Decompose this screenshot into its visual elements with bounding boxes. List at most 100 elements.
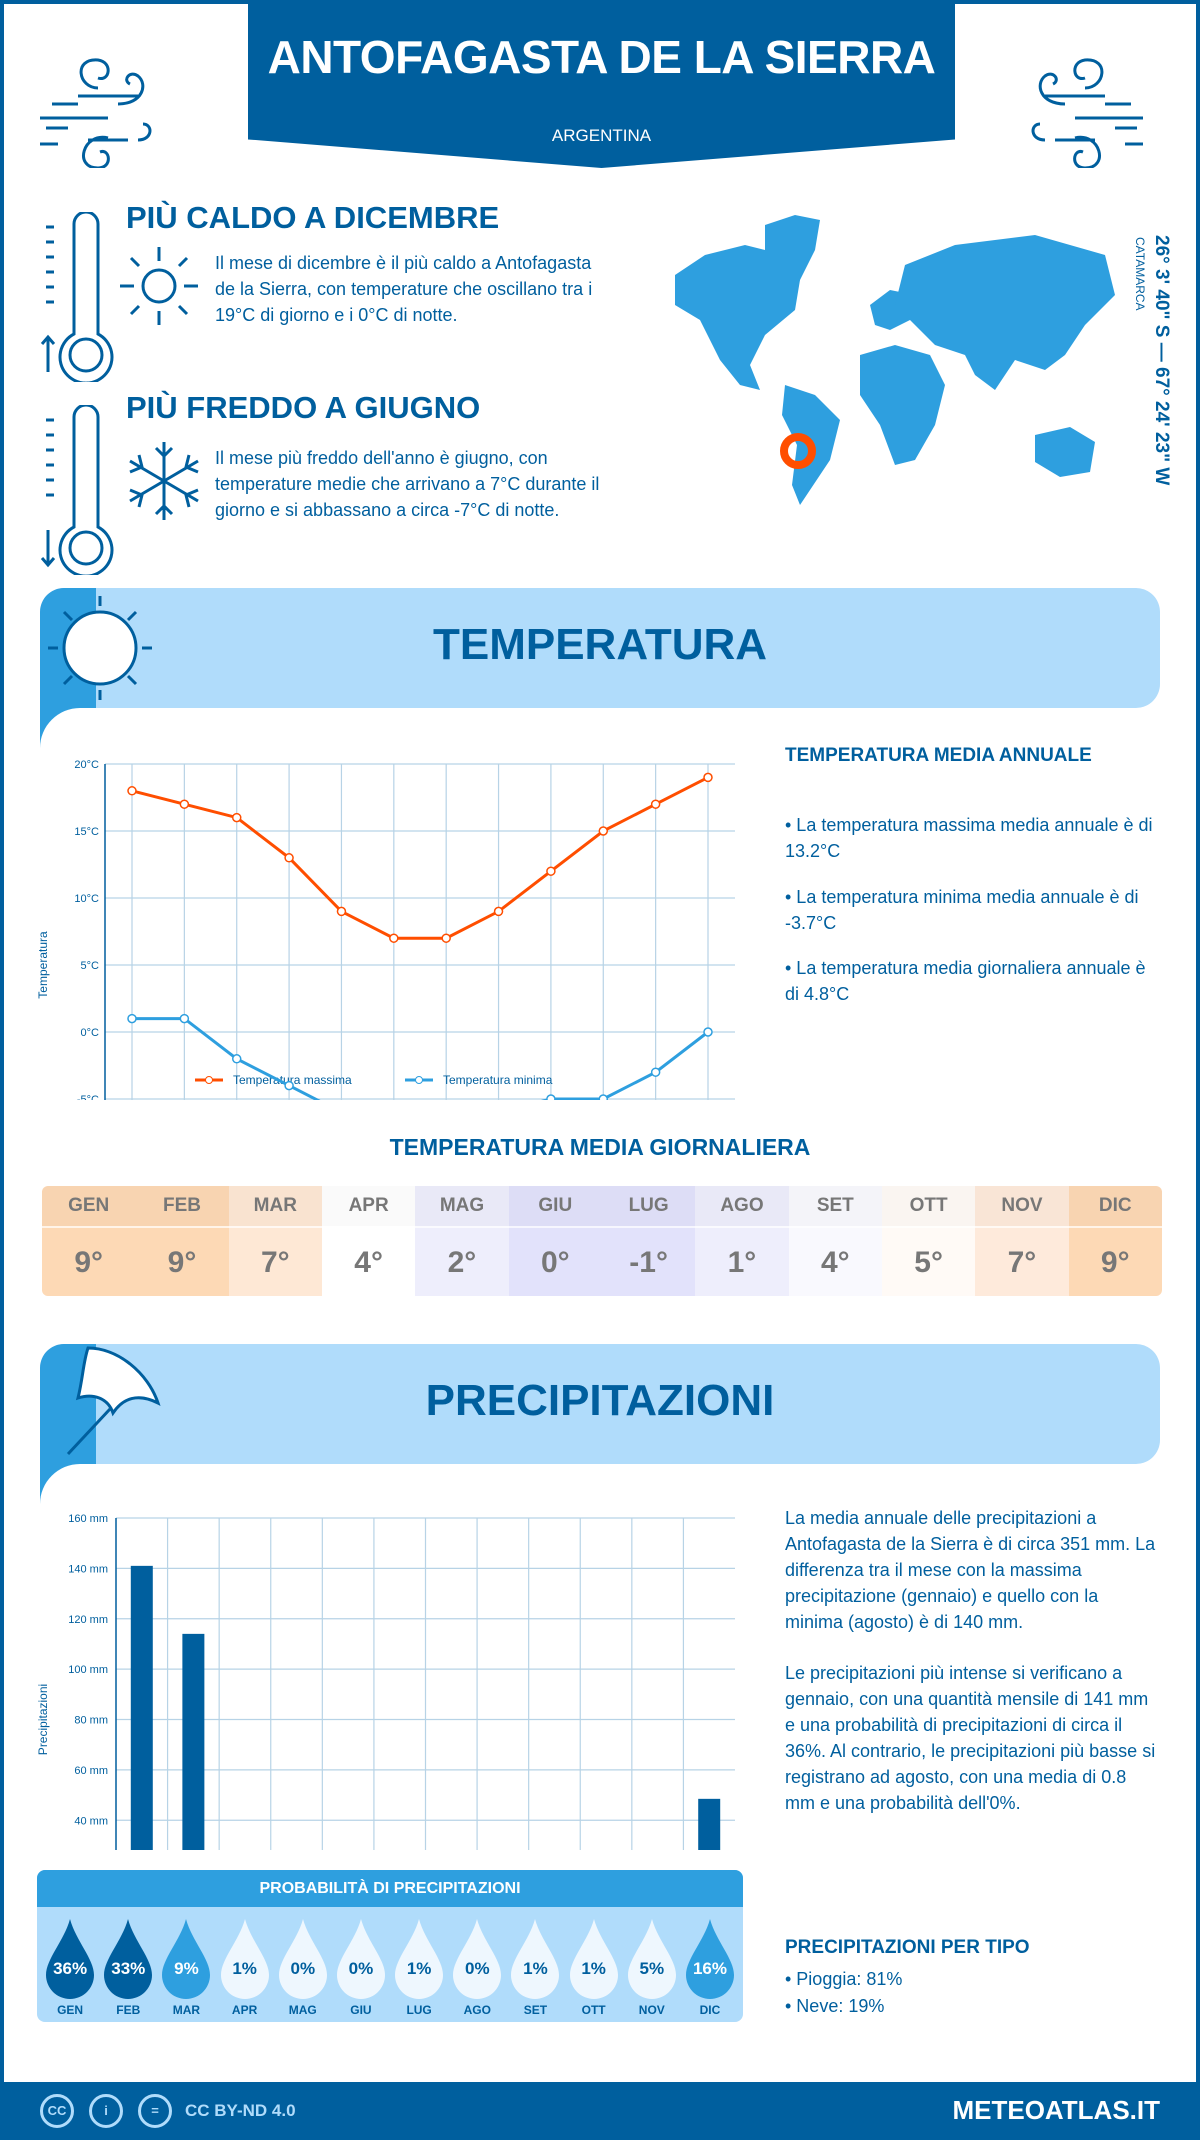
precip-probability-item: 1% LUG [390,1907,448,2017]
y-tick-label: 15°C [74,826,99,838]
probability-value: 16% [692,1959,727,1978]
daily-temp-cell: OTT 5° [881,1186,976,1296]
temp-value: 2° [415,1226,509,1296]
data-point [650,1067,661,1077]
bar [182,1633,205,1850]
month-label: GIU [350,2003,372,2017]
precip-probability-item: 5% NOV [623,1907,681,2017]
month-label: MAR [253,1195,297,1216]
month-label: APR [348,1195,389,1216]
data-point [284,853,294,863]
raindrop-icon [627,1919,676,1999]
raindrop-icon [104,1919,153,1999]
probability-value: 0% [465,1959,490,1978]
sun-icon [48,596,152,700]
precip-probability-heading: PROBABILITÀ DI PRECIPITAZIONI [37,1870,743,1907]
thermometer-up-icon [40,212,114,382]
probability-value: 9% [174,1959,199,1978]
no-derivatives-icon[interactable]: = [138,2094,172,2128]
wind-icon [1031,58,1143,168]
y-axis-label: Temperatura [36,931,50,999]
raindrop-icon [395,1919,444,1999]
y-tick-label: -5°C [77,1094,99,1100]
location-marker [780,433,816,469]
y-tick-label: 140 mm [68,1563,108,1575]
daily-temp-cell: SET 4° [788,1186,882,1296]
snowflake-icon [129,442,199,520]
precip-type-rain: • Pioggia: 81% [785,1969,903,1989]
coordinates: 26° 3' 40" S — 67° 24' 23" W [1151,235,1172,486]
daily-temp-cell: FEB 9° [135,1186,229,1296]
month-label: DIC [1098,1195,1132,1216]
data-point [703,1027,713,1037]
data-point [598,1094,609,1100]
temperature-banner: TEMPERATURA [40,588,1160,708]
data-point [546,1094,556,1100]
y-tick-label: 160 mm [68,1513,108,1525]
annual-temp-bullet: • La temperatura minima media annuale è … [785,887,1139,933]
probability-value: 5% [639,1959,665,1978]
data-point [389,933,399,943]
y-tick-label: 5°C [81,960,100,972]
raindrop-icon [569,1919,618,1999]
series-line [132,1017,709,1100]
data-point [231,1054,242,1064]
probability-value: 33% [111,1959,146,1978]
temp-value: 7° [975,1226,1069,1296]
data-point [179,1013,190,1024]
series-line [131,776,709,940]
license-label[interactable]: CC BY-ND 4.0 [185,2101,296,2120]
y-tick-label: 40 mm [74,1815,108,1827]
raindrop-icon [685,1919,734,1999]
coldest-text: Il mese più freddo dell'anno è giugno, c… [215,448,600,520]
cc-icon[interactable]: CC [40,2094,74,2128]
precip-probability-item: 1% APR [216,1907,274,2017]
data-point [127,786,137,796]
month-label: APR [231,2003,258,2017]
temp-value: 9° [135,1226,229,1296]
temperature-chart: -10°C-5°C0°C5°C10°C15°C20°CGenFebMarAprM… [36,759,735,1100]
bar [698,1798,721,1850]
precip-probability-item: 36% GEN [41,1907,99,2017]
probability-value: 1% [406,1959,432,1978]
thermometer-down-icon [40,405,114,575]
wind-icon [40,58,152,168]
month-label: MAG [439,1195,485,1216]
precip-probability-item: 0% MAG [274,1907,332,2017]
probability-value: 1% [523,1959,548,1978]
warmest-heading: PIÙ CALDO A DICEMBRE [126,200,500,235]
precip-probability-item: 1% OTT [565,1907,623,2017]
temp-value: 9° [42,1226,136,1296]
y-tick-label: 10°C [74,893,99,905]
month-label: FEB [116,2003,141,2017]
raindrop-icon [46,1919,95,1999]
month-label: GEN [68,1195,110,1216]
header-banner [248,0,955,168]
country-label: ARGENTINA [551,126,652,145]
daily-temp-heading: TEMPERATURA MEDIA GIORNALIERA [389,1134,811,1160]
raindrop-icon [278,1919,327,1999]
data-point [127,1013,137,1024]
world-map [675,215,1115,505]
footer: CC i = CC BY-ND 4.0 METEOATLAS.IT [0,2082,1200,2140]
precip-type-heading: PRECIPITAZIONI PER TIPO [785,1937,1030,1958]
banner-curl [40,1464,80,1504]
attribution-icon[interactable]: i [89,2094,123,2128]
month-label: OTT [581,2003,606,2017]
month-label: NOV [638,2003,665,2017]
temp-value: 0° [508,1226,602,1296]
data-point [703,772,713,783]
y-axis-label: Precipitazioni [36,1684,50,1755]
precip-probability-panel: PROBABILITÀ DI PRECIPITAZIONI 36% GEN 33% F… [37,1870,743,2022]
y-tick-label: 0°C [81,1027,100,1039]
coldest-heading: PIÙ FREDDO A GIUGNO [126,390,481,425]
data-point [546,866,556,876]
precip-probability-item: 9% MAR [157,1907,215,2017]
probability-value: 0% [290,1959,316,1978]
month-label: DIC [699,2003,721,2017]
brand-link[interactable]: METEOATLAS.IT [952,2095,1160,2125]
month-label: AGO [720,1195,764,1216]
annual-temp-bullet: • La temperatura massima media annuale è… [785,815,1153,861]
legend-label: Temperatura massima [233,1073,352,1087]
